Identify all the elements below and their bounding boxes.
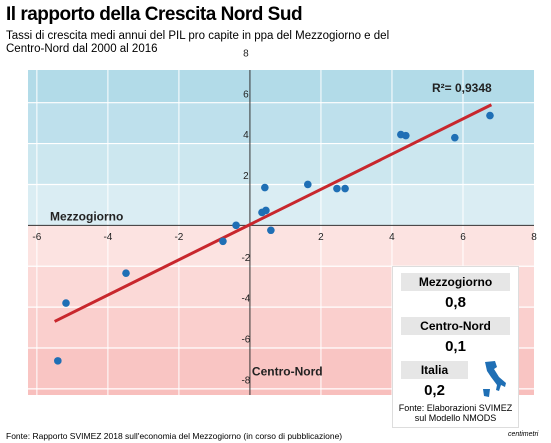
point [62,299,70,307]
y-tick-label: -2 [241,253,250,264]
band [28,143,534,185]
point [402,131,410,140]
y-tick-label: 8 [243,48,249,59]
y-tick-label: 4 [243,130,249,141]
annotation: R²= 0,9348 [432,81,492,95]
point [451,133,459,142]
y-tick-label: -6 [241,335,250,346]
point [219,237,227,246]
box-value: 0,1 [445,338,466,355]
chart-subtitle: Tassi di crescita medi annui del PIL pro… [6,30,390,55]
x-axis-label: Mezzogiorno [50,210,123,224]
band [28,388,534,395]
x-tick-label: -6 [32,232,41,243]
y-axis-label: Centro-Nord [252,365,323,379]
point [486,111,494,120]
x-tick-label: 4 [389,232,395,243]
fit-line [53,103,493,323]
box-source: Fonte: Elaborazioni SVIMEZ sul Modello N… [398,403,513,423]
box-label: Mezzogiorno [401,273,510,291]
point [232,221,240,230]
y-tick-label: 6 [243,89,249,100]
point [262,206,270,215]
band [28,102,534,144]
point [122,269,130,277]
x-tick-label: 6 [460,232,466,243]
x-tick-label: 2 [318,232,324,243]
y-tick-label: -4 [241,294,250,305]
x-tick-label: -4 [103,232,112,243]
box-value: 0,8 [445,294,466,311]
point [54,357,62,365]
band [28,184,534,226]
chart-title: Il rapporto della Crescita Nord Sud [6,4,303,25]
source: Fonte: Rapporto SVIMEZ 2018 sull'economi… [6,431,343,441]
italy-icon [483,361,506,397]
x-tick-label: -2 [174,232,183,243]
logo: centimetri [508,431,539,438]
point [261,183,269,192]
point [304,180,312,189]
band [28,225,534,267]
y-tick-label: 2 [243,171,249,182]
band [28,70,534,103]
point [333,184,341,193]
point [341,184,349,193]
box-label: Italia [401,361,468,379]
point [267,226,275,235]
x-tick-label: 8 [531,232,537,243]
y-tick-label: -8 [241,376,250,387]
box-value: 0,2 [424,382,445,399]
box-label: Centro-Nord [401,317,510,335]
info-box: Mezzogiorno 0,8 Centro-Nord 0,1 Italia 0… [392,266,519,428]
